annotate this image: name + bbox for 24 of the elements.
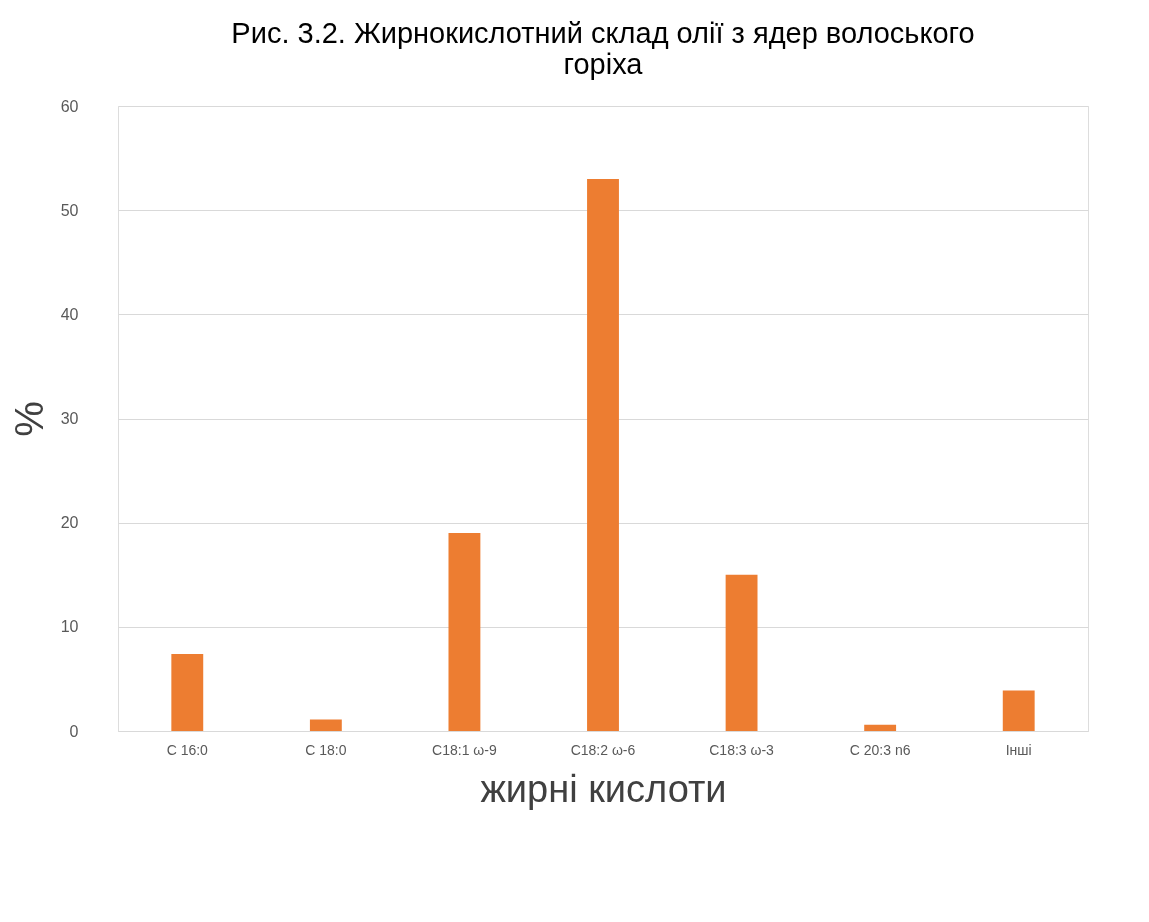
bar xyxy=(448,533,481,731)
x-tick-label: C18:3 ω-3 xyxy=(709,741,775,758)
y-tick-label: 40 xyxy=(60,305,79,323)
bar xyxy=(171,653,204,731)
y-tick-label: 50 xyxy=(60,201,79,219)
x-tick-label: C 16:0 xyxy=(166,741,209,758)
y-tick-label: 20 xyxy=(60,514,79,532)
y-tick-label: 0 xyxy=(69,722,79,740)
x-tick-label: C 20:3 n6 xyxy=(849,741,911,758)
x-tick-label: C18:1 ω-9 xyxy=(432,741,497,758)
y-tick-label: 60 xyxy=(60,97,79,115)
chart-title: Рис. 3.2. Жирнокислотний склад олії з ядер волоського горіха xyxy=(231,17,975,80)
y-tick-label: 10 xyxy=(60,618,79,636)
bar xyxy=(725,574,758,731)
y-axis-title: % xyxy=(6,401,51,437)
x-tick-label: Інші xyxy=(1005,741,1032,758)
y-tick-label: 30 xyxy=(60,410,79,427)
bar xyxy=(864,724,897,731)
x-axis-title: жирні кислоти xyxy=(480,767,727,810)
bar xyxy=(1002,690,1035,731)
x-tick-label: C18:2 ω-6 xyxy=(570,741,636,758)
x-tick-label: C 18:0 xyxy=(305,741,347,758)
bar xyxy=(309,719,342,731)
bar xyxy=(587,178,619,731)
